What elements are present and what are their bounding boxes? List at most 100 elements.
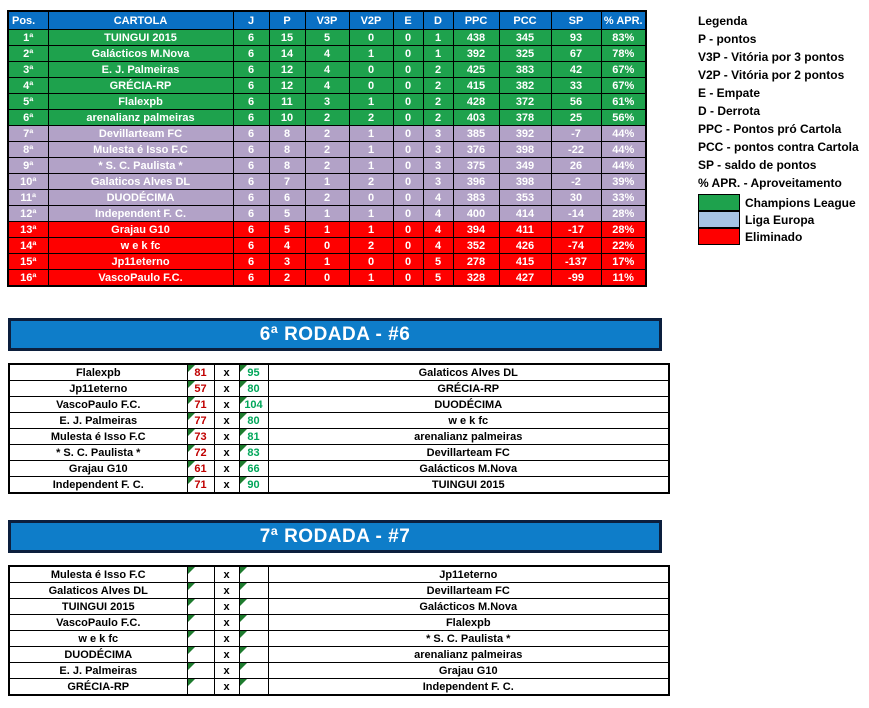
standings-cell-team: Jp11eterno: [47, 253, 234, 270]
zone-label: Eliminado: [745, 229, 803, 244]
cell-flag-triangle-icon: [188, 647, 195, 654]
match-separator: x: [213, 630, 240, 647]
standings-row: 15ª Jp11eterno 6 3 1 0 0 5 278 415 -137 17%: [7, 253, 647, 270]
match-home-team: E. J. Palmeiras: [8, 662, 188, 679]
standings-cell-pcc: 378: [498, 109, 552, 126]
match-away-team: Galácticos M.Nova: [267, 598, 670, 615]
standings-cell-pos: 5ª: [7, 93, 49, 110]
match-home-team-text: GRÉCIA-RP: [67, 680, 130, 693]
zone-label: Champions League: [745, 195, 856, 210]
standings-cell-v3p: 4: [304, 77, 350, 94]
match-home-team: VascoPaulo F.C.: [8, 614, 188, 631]
standings-cell-apr: 44%: [600, 157, 647, 174]
standings-cell-ppc: 396: [452, 173, 500, 190]
match-home-score: 73: [186, 428, 215, 445]
standings-cell-e: 0: [392, 141, 424, 158]
standings-cell-pcc: 349: [498, 157, 552, 174]
round-title: 6ª RODADA - #6: [259, 324, 411, 345]
standings-cell-v3p: 2: [304, 157, 350, 174]
match-home-score: [186, 678, 215, 696]
standings-cell-sp: -2: [550, 173, 602, 190]
standings-row: 14ª w e k fc 6 4 0 2 0 4 352 426 -74 22%: [7, 237, 647, 254]
cell-flag-triangle-icon: [188, 663, 195, 670]
legend-item: PPC - Pontos pró Cartola: [698, 122, 842, 136]
standings-cell-pos: 13ª: [7, 221, 49, 238]
legend-panel: Legenda P - pontos V3P - Vitória por 3 po…: [698, 12, 859, 192]
standings-cell-apr: 44%: [600, 141, 647, 158]
match-away-team-text: Galácticos M.Nova: [419, 462, 518, 475]
cell-flag-triangle-icon: [188, 365, 195, 372]
standings-cell-v2p: 2: [348, 109, 394, 126]
match-separator-text: x: [223, 600, 230, 613]
match-row: Flalexpb 81 x 95 Galaticos Alves DL: [8, 363, 670, 381]
match-row: * S. C. Paulista * 72 x 83 Devillarteam FC: [8, 444, 670, 461]
standings-cell-d: 1: [422, 45, 454, 62]
match-away-team: w e k fc: [267, 412, 670, 429]
standings-cell-e: 0: [392, 125, 424, 142]
standings-cell-j: 6: [232, 141, 270, 158]
standings-cell-sp: 26: [550, 157, 602, 174]
match-away-score: 81: [238, 428, 269, 445]
zone-legend-row: Eliminado: [698, 227, 856, 245]
match-separator: x: [213, 363, 240, 381]
standings-cell-v2p: 1: [348, 221, 394, 238]
match-home-team: DUODÉCIMA: [8, 646, 188, 663]
match-home-team-text: w e k fc: [78, 632, 119, 645]
standings-cell-pos: 12ª: [7, 205, 49, 222]
match-separator-text: x: [223, 680, 230, 693]
match-row: TUINGUI 2015 x Galácticos M.Nova: [8, 598, 670, 615]
standings-cell-team: VascoPaulo F.C.: [47, 269, 234, 287]
match-away-team: Flalexpb: [267, 614, 670, 631]
match-away-team: GRÉCIA-RP: [267, 380, 670, 397]
standings-cell-e: 0: [392, 269, 424, 287]
match-away-team-text: Grajau G10: [438, 664, 498, 677]
standings-body: 1ª TUINGUI 2015 6 15 5 0 0 1 438 345 93 83% 2ª Galáct…: [7, 29, 647, 287]
match-home-score: 57: [186, 380, 215, 397]
standings-cell-v3p: 4: [304, 45, 350, 62]
match-away-team-text: Galácticos M.Nova: [419, 600, 518, 613]
standings-header-v2p: V2P: [348, 10, 394, 30]
standings-cell-apr: 33%: [600, 189, 647, 206]
match-away-team-text: Jp11eterno: [439, 568, 498, 581]
standings-cell-pcc: 325: [498, 45, 552, 62]
match-home-score: 71: [186, 396, 215, 413]
match-home-team-text: VascoPaulo F.C.: [56, 398, 141, 411]
standings-cell-v2p: 2: [348, 237, 394, 254]
match-home-score: [186, 582, 215, 599]
round-7-matches-body: Mulesta é Isso F.C x Jp11eterno Galaticos A…: [8, 565, 670, 696]
match-separator-text: x: [223, 664, 230, 677]
match-away-team-text: arenalianz palmeiras: [414, 430, 523, 443]
match-separator-text: x: [223, 648, 230, 661]
match-separator-text: x: [223, 462, 230, 475]
match-home-team-text: Independent F. C.: [52, 478, 144, 491]
cell-flag-triangle-icon: [188, 429, 195, 436]
standings-table: Pos. CARTOLA J P V3P V2P E D PPC PCC SP% APR. 1ª TU…: [7, 10, 647, 287]
cell-flag-triangle-icon: [240, 583, 247, 590]
standings-row: 3ª E. J. Palmeiras 6 12 4 0 0 2 425 383 42 67%: [7, 61, 647, 78]
standings-cell-v2p: 1: [348, 125, 394, 142]
standings-cell-d: 2: [422, 93, 454, 110]
standings-cell-p: 8: [268, 125, 306, 142]
standings-cell-p: 7: [268, 173, 306, 190]
standings-row: 16ª VascoPaulo F.C. 6 2 0 1 0 5 328 427 -99 11%: [7, 269, 647, 287]
standings-cell-v2p: 1: [348, 141, 394, 158]
standings-cell-apr: 67%: [600, 61, 647, 78]
cell-flag-triangle-icon: [188, 397, 195, 404]
standings-header-p: P: [268, 10, 306, 30]
standings-cell-v3p: 0: [304, 237, 350, 254]
match-away-score: [238, 646, 269, 663]
match-row: GRÉCIA-RP x Independent F. C.: [8, 678, 670, 696]
match-separator: x: [213, 565, 240, 583]
standings-cell-d: 3: [422, 173, 454, 190]
standings-cell-team: Galaticos Alves DL: [47, 173, 234, 190]
match-row: Independent F. C. 71 x 90 TUINGUI 2015: [8, 476, 670, 494]
standings-cell-pcc: 383: [498, 61, 552, 78]
match-away-score: 83: [238, 444, 269, 461]
standings-cell-d: 1: [422, 29, 454, 46]
legend-items: P - pontos V3P - Vitória por 3 pontos V2P …: [698, 30, 859, 192]
match-away-team: arenalianz palmeiras: [267, 646, 670, 663]
standings-cell-sp: 93: [550, 29, 602, 46]
cell-flag-triangle-icon: [240, 397, 247, 404]
legend-item: SP - saldo de pontos: [698, 158, 817, 172]
